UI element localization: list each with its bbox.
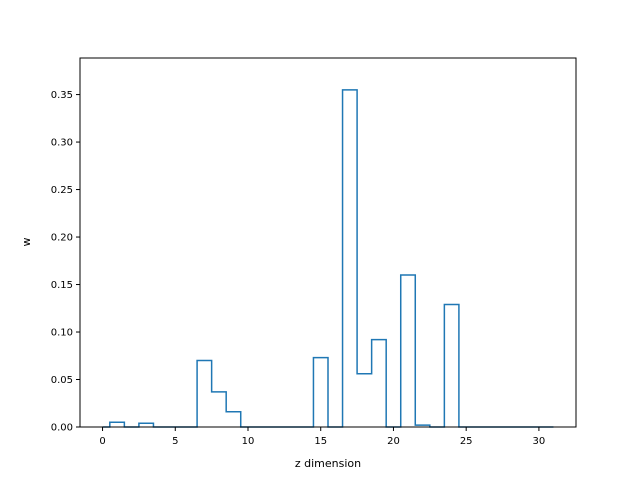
y-tick-label: 0.30 (51, 138, 73, 149)
y-axis-ticks: 0.00 0.05 0.10 0.15 0.20 0.25 0.30 0.35 (51, 90, 80, 434)
x-tick-label: 20 (387, 436, 400, 447)
y-tick-label: 0.05 (51, 375, 73, 386)
y-tick-label: 0.20 (51, 233, 73, 244)
x-tick-label: 25 (460, 436, 473, 447)
y-tick-label: 0.35 (51, 90, 73, 101)
y-tick-label: 0.10 (51, 328, 73, 339)
y-tick-label: 0.25 (51, 185, 73, 196)
x-tick-label: 10 (242, 436, 255, 447)
x-axis-label: z dimension (295, 457, 361, 470)
y-tick-label: 0.00 (51, 423, 73, 434)
x-tick-label: 30 (533, 436, 546, 447)
x-axis-ticks: 0 5 10 15 20 25 30 (99, 427, 545, 447)
x-tick-label: 5 (172, 436, 178, 447)
x-tick-label: 0 (99, 436, 105, 447)
y-tick-label: 0.15 (51, 280, 73, 291)
plot-frame (79, 57, 577, 428)
y-axis-label: w (20, 238, 33, 247)
x-tick-label: 15 (314, 436, 327, 447)
